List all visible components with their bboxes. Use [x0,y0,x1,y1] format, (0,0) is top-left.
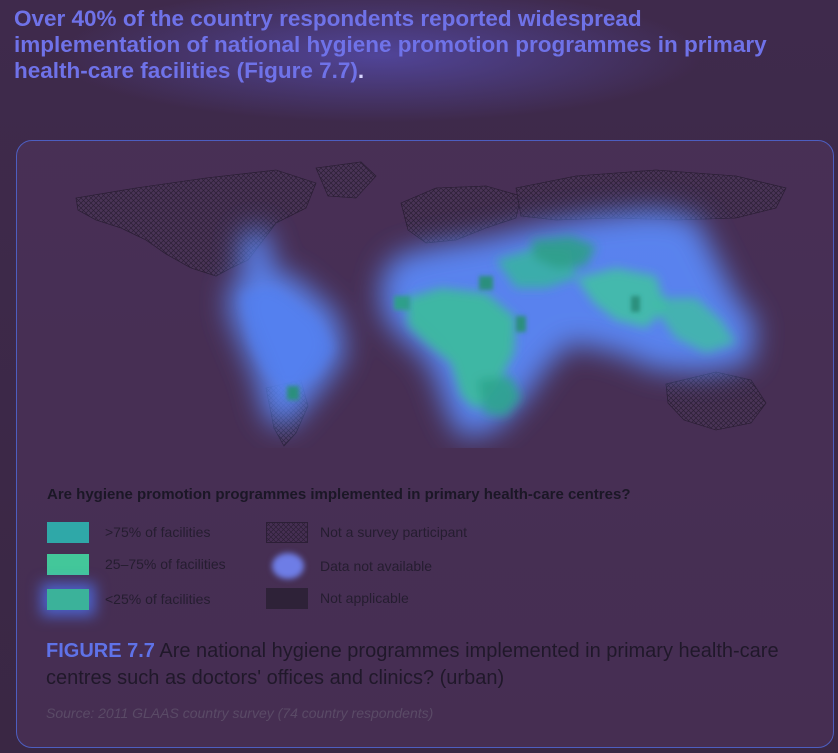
region-brazil-blue [241,288,334,388]
australia-hatch [665,371,767,431]
russia-hatch [515,169,787,221]
region-southeast-asia-green [656,298,736,353]
legend-label-not-available: Data not available [320,558,433,574]
spot-horn-africa [516,316,526,332]
greenland-hatch [315,161,377,199]
legend-label-not-applicable: Not applicable [320,590,409,606]
legend-label-under-25: <25% of facilities [105,591,211,607]
figure-caption: FIGURE 7.7 Are national hygiene programm… [46,638,816,692]
legend-label-over-75: >75% of facilities [105,524,211,540]
legend-swatch-25-75 [47,554,89,575]
data-regions [241,236,736,416]
legend-swatch-under-25 [47,589,89,610]
figure-source: Source: 2011 GLAAS country survey (74 co… [46,705,434,721]
dot-swatch-icon [272,553,304,579]
legend-title: Are hygiene promotion programmes impleme… [47,486,631,503]
legend-swatch-over-75 [47,522,89,543]
world-map [75,161,787,447]
europe-hatch [400,185,522,244]
headline: Over 40% of the country respondents repo… [14,6,814,84]
headline-text: Over 40% of the country respondents repo… [14,6,767,83]
region-central-asia-teal [531,236,596,268]
region-south-asia-green [576,268,666,328]
figure-id: FIGURE 7.7 [46,640,155,662]
north-america-hatch [75,169,317,277]
spot-north-africa [479,276,493,290]
legend-swatch-not-applicable [266,588,308,609]
small-data-spots [287,276,640,400]
spot-south-america [287,386,299,400]
spot-indochina [631,296,640,312]
spot-west-africa [394,296,410,310]
region-south-africa-green [478,376,521,416]
figure-caption-text: Are national hygiene programmes implemen… [46,640,779,689]
legend-label-25-75: 25–75% of facilities [105,556,226,572]
crosshatch-swatch-icon [266,522,308,543]
legend-label-not-participant: Not a survey participant [320,524,468,540]
headline-period: . [357,58,365,83]
highlight-mexico [240,229,272,277]
